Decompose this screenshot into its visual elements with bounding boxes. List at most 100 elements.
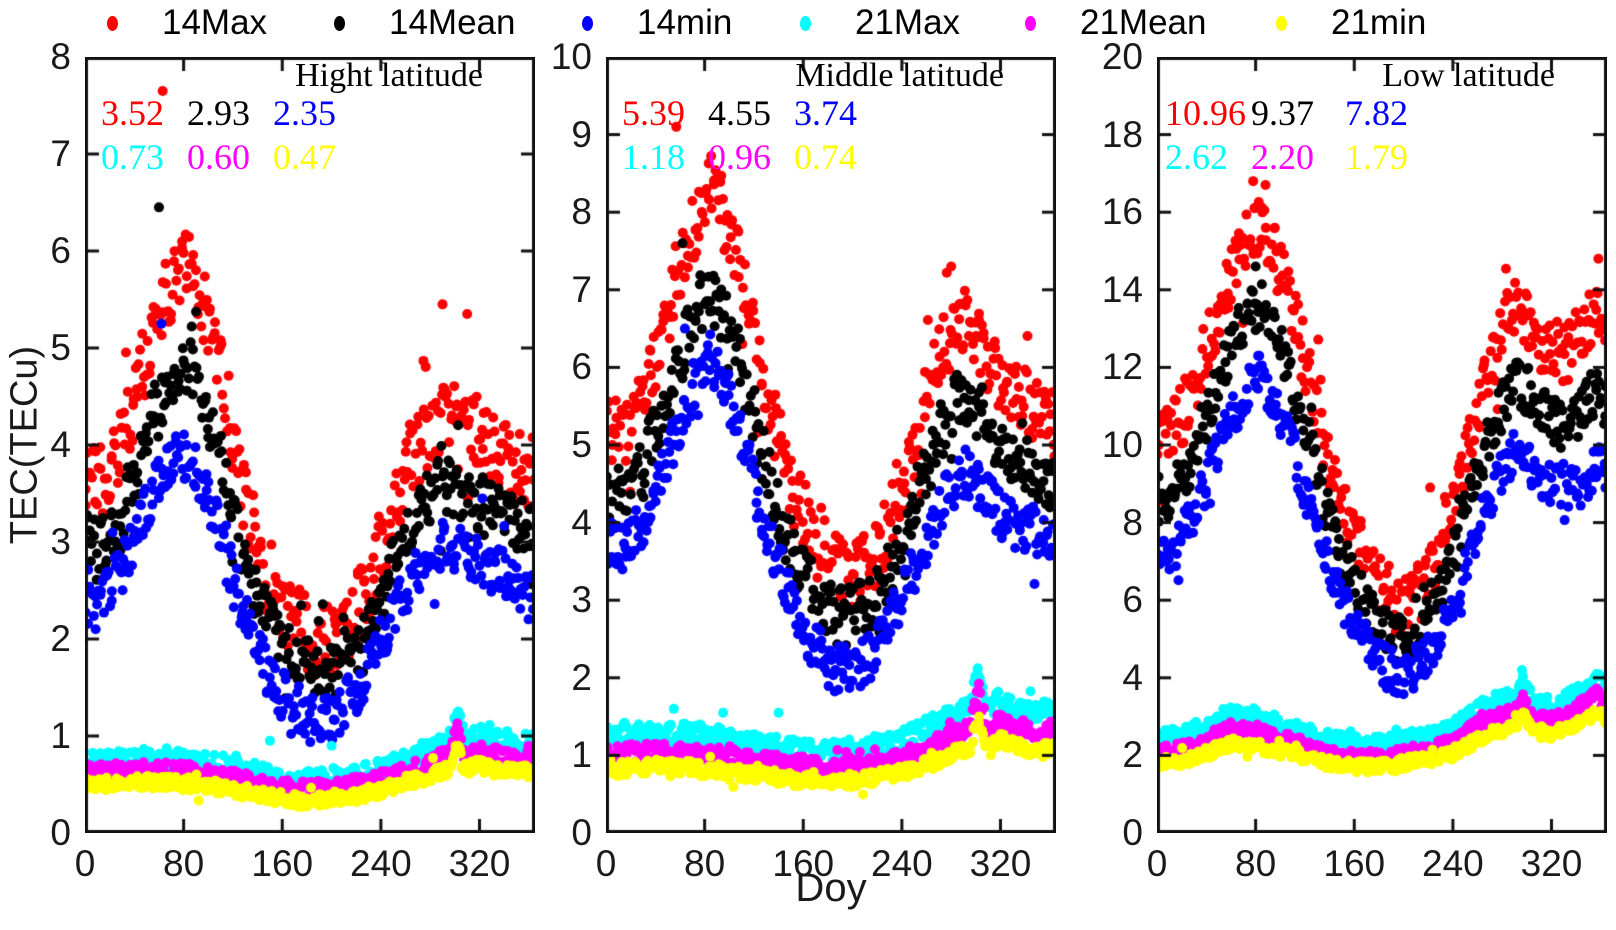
x-tick-label: 160 — [772, 843, 835, 884]
scatter-marker-icon — [800, 15, 811, 31]
stat-value: 0.74 — [794, 137, 857, 177]
legend-item-21mean: 21Mean — [1025, 0, 1206, 46]
x-tick-label: 320 — [448, 843, 511, 884]
x-tick-label: 0 — [1146, 843, 1168, 884]
panel-title: Hight latitude — [295, 57, 483, 94]
scatter-marker-icon — [582, 15, 593, 31]
y-tick-label: 10 — [1101, 424, 1143, 465]
y-tick-label: 6 — [1122, 579, 1143, 621]
scatter-marker-icon — [1025, 15, 1036, 31]
y-tick-label: 7 — [50, 133, 71, 174]
x-tick-label: 240 — [350, 843, 412, 884]
stat-value: 0.60 — [187, 137, 250, 177]
y-tick-label: 7 — [571, 268, 592, 310]
panel-high-latitude: Hight latitude 3.52 2.93 2.35 0.73 0.60 … — [50, 36, 535, 884]
x-tick-label: 160 — [1323, 843, 1386, 884]
stat-value: 7.82 — [1345, 93, 1408, 133]
legend-item-14min: 14min — [582, 0, 732, 46]
scatter-marker-icon — [1276, 15, 1287, 31]
y-tick-label: 0 — [571, 812, 592, 853]
stats-annotation-row: 2.62 2.20 1.79 — [1157, 139, 1607, 179]
y-tick-label: 0 — [50, 812, 71, 853]
x-tick-label: 160 — [251, 843, 314, 884]
y-tick-label: 2 — [50, 618, 71, 659]
stat-value: 0.73 — [101, 137, 164, 177]
y-tick-label: 5 — [571, 424, 592, 465]
y-tick-label: 6 — [50, 230, 71, 271]
scatter-plot-canvas — [606, 57, 1056, 833]
y-tick-label: 10 — [550, 36, 592, 77]
y-axis-label: TEC(TECu) — [3, 345, 46, 545]
scatter-marker-icon — [107, 15, 118, 31]
y-tick-label: 12 — [1101, 346, 1143, 388]
x-tick-label: 80 — [1235, 843, 1277, 884]
legend: 14Max 14Mean 14min 21Max 21Mean 21min — [0, 0, 1616, 46]
x-tick-label: 0 — [74, 843, 96, 884]
panel-title: Low latitude — [1382, 57, 1555, 94]
y-tick-label: 2 — [571, 656, 592, 698]
y-tick-label: 8 — [571, 191, 592, 233]
y-tick-label: 2 — [1122, 734, 1143, 776]
x-tick-label: 80 — [684, 843, 726, 884]
legend-item-14max: 14Max — [107, 0, 267, 46]
y-tick-label: 3 — [571, 579, 592, 621]
stat-value: 4.55 — [708, 93, 771, 133]
x-tick-label: 320 — [969, 843, 1032, 884]
stat-value: 2.20 — [1251, 137, 1314, 177]
stat-value: 0.47 — [273, 137, 336, 177]
legend-label: 14Max — [162, 3, 268, 42]
legend-item-21max: 21Max — [800, 0, 960, 46]
panel-middle-latitude: Middle latitude 5.39 4.55 3.74 1.18 0.96… — [551, 36, 1056, 884]
y-tick-label: 8 — [50, 36, 71, 77]
stats-annotation-row: 1.18 0.96 0.74 — [606, 139, 1056, 179]
y-tick-label: 16 — [1101, 191, 1143, 233]
x-tick-label: 240 — [1422, 843, 1484, 884]
stat-value: 9.37 — [1251, 93, 1314, 133]
legend-label: 21Mean — [1080, 3, 1207, 42]
y-tick-label: 4 — [1122, 656, 1143, 698]
stats-annotation-row: 0.73 0.60 0.47 — [85, 139, 535, 179]
stat-value: 1.18 — [622, 137, 685, 177]
y-tick-label: 4 — [571, 501, 592, 543]
stat-value: 2.93 — [187, 93, 250, 133]
y-tick-label: 3 — [50, 521, 71, 562]
scatter-plot-canvas — [85, 57, 535, 833]
x-tick-labels: 0 80 160 240 320 — [1147, 833, 1607, 884]
x-tick-label: 240 — [871, 843, 933, 884]
y-tick-label: 5 — [50, 327, 71, 368]
y-tick-label: 1 — [571, 734, 592, 776]
stat-value: 2.35 — [273, 93, 336, 133]
x-tick-label: 0 — [595, 843, 617, 884]
y-tick-label: 8 — [1122, 501, 1143, 543]
legend-item-14mean: 14Mean — [334, 0, 515, 46]
stat-value: 10.96 — [1165, 93, 1246, 133]
stat-value: 3.52 — [101, 93, 164, 133]
y-tick-label: 14 — [1101, 268, 1143, 310]
stat-value: 3.74 — [794, 93, 857, 133]
y-tick-label: 6 — [571, 346, 592, 388]
scatter-plot-canvas — [1157, 57, 1607, 833]
y-tick-label: 20 — [1101, 36, 1143, 77]
x-tick-label: 80 — [163, 843, 205, 884]
x-tick-labels: 0 80 160 240 320 — [75, 833, 535, 884]
y-tick-label: 9 — [571, 113, 592, 155]
panel-low-latitude: Low latitude 10.96 9.37 7.82 2.62 2.20 1… — [1102, 36, 1607, 884]
scatter-marker-icon — [334, 15, 345, 31]
stats-annotation-row: 10.96 9.37 7.82 — [1157, 95, 1607, 135]
x-axis-label: Doy — [795, 866, 867, 910]
stat-value: 2.62 — [1165, 137, 1228, 177]
y-tick-label: 18 — [1101, 113, 1143, 155]
y-tick-label: 0 — [1122, 812, 1143, 853]
y-tick-label: 1 — [50, 715, 71, 756]
x-tick-label: 320 — [1520, 843, 1583, 884]
y-tick-label: 4 — [50, 424, 71, 465]
stats-annotation-row: 5.39 4.55 3.74 — [606, 95, 1056, 135]
legend-label: 14min — [637, 3, 733, 42]
legend-item-21min: 21min — [1276, 0, 1426, 46]
stat-value: 1.79 — [1345, 137, 1408, 177]
legend-label: 14Mean — [389, 3, 516, 42]
legend-label: 21Max — [855, 3, 961, 42]
x-tick-labels: 0 80 160 240 320 — [596, 833, 1056, 884]
legend-label: 21min — [1331, 3, 1427, 42]
